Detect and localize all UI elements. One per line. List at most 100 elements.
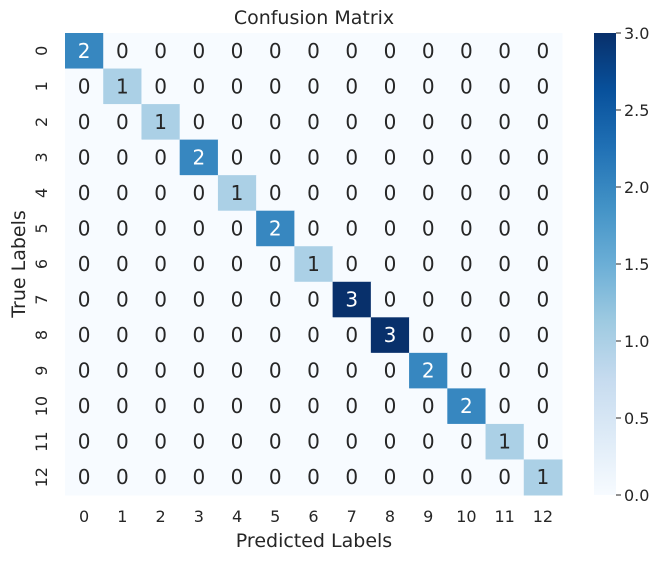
cell-value-label: 0	[384, 288, 397, 312]
cell-value-label: 0	[78, 181, 91, 205]
heatmap-cell	[179, 423, 219, 460]
cell-value-label: 0	[154, 430, 167, 454]
heatmap-cell	[485, 317, 525, 354]
heatmap-cell	[65, 281, 104, 318]
cell-value-label: 0	[269, 110, 282, 134]
heatmap-cell	[141, 317, 181, 354]
cell-value-label: 0	[307, 39, 320, 63]
cell-value-label: 0	[498, 465, 511, 489]
heatmap-cell	[141, 104, 181, 141]
heatmap-cell	[409, 459, 448, 496]
y-tick-label: 3	[32, 152, 51, 162]
heatmap-cell	[217, 281, 257, 318]
heatmap-cell	[332, 104, 372, 141]
cell-value-label: 0	[460, 39, 473, 63]
heatmap-cell	[256, 281, 295, 318]
cell-value-label: 0	[384, 145, 397, 169]
cell-value-label: 0	[192, 110, 205, 134]
colorbar-tick-label: 1.5	[624, 255, 649, 274]
heatmap-cell	[447, 68, 487, 105]
cell-value-label: 0	[498, 252, 511, 276]
cell-value-label: 0	[422, 430, 435, 454]
cell-value-label: 0	[307, 216, 320, 240]
heatmap-cell	[103, 281, 142, 318]
cell-value-label: 0	[231, 145, 244, 169]
cell-value-label: 0	[498, 39, 511, 63]
heatmap-cell	[103, 246, 142, 283]
heatmap-cell	[370, 281, 410, 318]
heatmap-cell	[179, 104, 219, 141]
heatmap-cell	[294, 388, 334, 425]
cell-value-label: 0	[537, 74, 550, 98]
heatmap-cell	[141, 33, 181, 70]
cell-value-label: 0	[460, 465, 473, 489]
cell-value-label: 0	[269, 39, 282, 63]
cell-value-label: 0	[460, 181, 473, 205]
cell-value-label: 0	[307, 181, 320, 205]
x-tick-label: 10	[456, 507, 476, 526]
heatmap-cell	[447, 459, 487, 496]
heatmap-cell	[103, 317, 142, 354]
x-tick-label: 0	[79, 507, 89, 526]
x-tick-label: 12	[533, 507, 553, 526]
cell-value-label: 0	[384, 110, 397, 134]
heatmap-cell	[141, 352, 181, 389]
cell-value-label: 0	[231, 323, 244, 347]
heatmap-cell	[103, 352, 142, 389]
heatmap-cell	[179, 459, 219, 496]
cell-value-label: 0	[116, 110, 129, 134]
heatmap-cell	[447, 246, 487, 283]
cell-value-label: 0	[231, 74, 244, 98]
cell-value-label: 0	[78, 145, 91, 169]
heatmap-cell	[294, 246, 334, 283]
heatmap-cell	[370, 68, 410, 105]
heatmap-cell	[256, 317, 295, 354]
heatmap-cell	[217, 459, 257, 496]
cell-value-label: 0	[460, 323, 473, 347]
heatmap-cell	[65, 459, 104, 496]
heatmap-cell	[485, 459, 525, 496]
cell-value-label: 0	[231, 430, 244, 454]
heatmap-cell	[523, 317, 563, 354]
colorbar-tick-label: 0.0	[624, 486, 649, 505]
heatmap-cell	[523, 175, 563, 212]
heatmap-cell	[332, 68, 372, 105]
heatmap-cell	[523, 33, 563, 70]
cell-value-label: 0	[269, 181, 282, 205]
heatmap-cell	[141, 68, 181, 105]
heatmap-cell	[65, 104, 104, 141]
heatmap-cell	[103, 459, 142, 496]
cell-value-label: 0	[460, 252, 473, 276]
heatmap-cell	[217, 317, 257, 354]
heatmap-cell	[332, 139, 372, 176]
cell-value-label: 0	[231, 288, 244, 312]
heatmap-cell	[485, 281, 525, 318]
heatmap-cell	[217, 246, 257, 283]
cell-value-label: 0	[78, 252, 91, 276]
cell-value-label: 0	[192, 39, 205, 63]
cell-value-label: 0	[116, 39, 129, 63]
cell-value-label: 0	[345, 216, 358, 240]
heatmap-cell	[141, 175, 181, 212]
cell-value-label: 0	[498, 394, 511, 418]
heatmap-cell	[409, 104, 448, 141]
heatmap-cell	[370, 423, 410, 460]
heatmap-cell	[523, 352, 563, 389]
cell-value-label: 2	[460, 394, 473, 418]
heatmap-cell	[409, 281, 448, 318]
cell-value-label: 0	[269, 145, 282, 169]
colorbar-tick-label: 3.0	[624, 24, 649, 43]
colorbar-tick-label: 1.0	[624, 332, 649, 351]
heatmap-cell	[65, 68, 104, 105]
heatmap-cell	[523, 210, 563, 247]
heatmap-cell	[447, 388, 487, 425]
cell-value-label: 0	[192, 359, 205, 383]
heatmap-cell	[294, 139, 334, 176]
cell-value-label: 0	[384, 181, 397, 205]
cell-value-label: 0	[231, 465, 244, 489]
y-tick-label: 11	[32, 432, 51, 452]
heatmap-cell	[523, 139, 563, 176]
cell-value-label: 0	[78, 430, 91, 454]
heatmap-cell	[332, 459, 372, 496]
heatmap-cell	[370, 175, 410, 212]
